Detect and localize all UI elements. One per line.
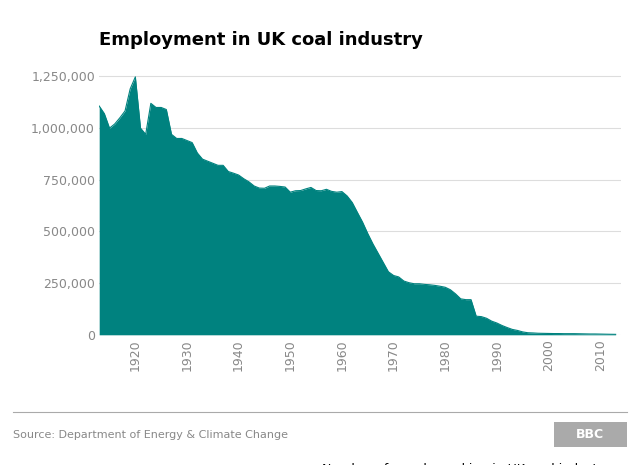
Text: BBC: BBC [577, 428, 604, 441]
Legend: Number of people working in UK coal industry: Number of people working in UK coal indu… [282, 458, 614, 465]
Text: Employment in UK coal industry: Employment in UK coal industry [99, 31, 423, 49]
Text: Source: Department of Energy & Climate Change: Source: Department of Energy & Climate C… [13, 430, 288, 440]
